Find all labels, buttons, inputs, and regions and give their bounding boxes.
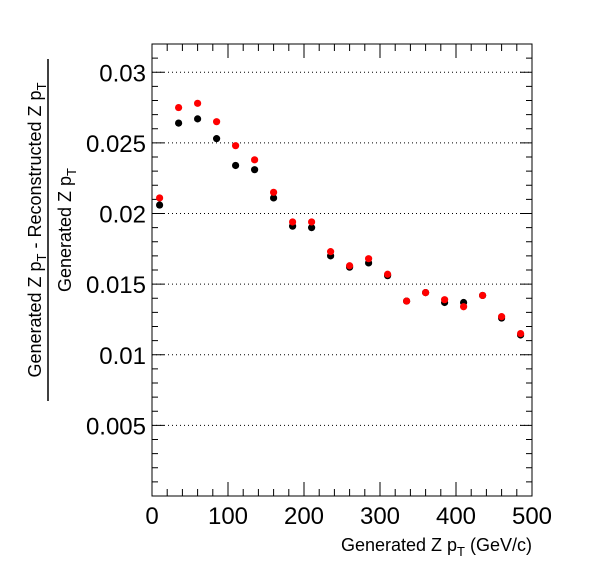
data-point bbox=[194, 99, 202, 107]
data-point bbox=[156, 201, 164, 209]
y-tick-label: 0.015 bbox=[86, 272, 146, 299]
axis-ticks bbox=[151, 43, 533, 496]
data-point bbox=[517, 329, 525, 338]
data-point bbox=[213, 135, 221, 143]
x-tick-label: 300 bbox=[360, 503, 400, 530]
y-tick-label: 0.025 bbox=[86, 131, 146, 158]
tick-labels: 0.005 0.01 0.015 0.02 0.025 0.03 0 100 200 300 400… bbox=[86, 60, 552, 530]
data-point bbox=[270, 194, 278, 202]
data-point bbox=[403, 297, 411, 305]
y-tick-label: 0.01 bbox=[99, 343, 146, 370]
data-point bbox=[327, 248, 335, 256]
data-point bbox=[232, 161, 240, 170]
data-point bbox=[308, 224, 316, 232]
x-tick-label: 0 bbox=[145, 503, 158, 530]
data-point bbox=[175, 119, 183, 127]
data-point bbox=[346, 262, 354, 270]
data-point bbox=[365, 255, 373, 263]
data-point bbox=[251, 156, 259, 164]
x-tick-label: 500 bbox=[512, 503, 552, 530]
y-tick-label: 0.03 bbox=[99, 60, 146, 87]
data-point bbox=[308, 218, 316, 226]
x-tick-label: 400 bbox=[436, 503, 476, 530]
data-point bbox=[498, 313, 506, 321]
y-tick-label: 0.005 bbox=[86, 413, 146, 440]
data-point bbox=[479, 291, 487, 300]
data-point bbox=[194, 115, 202, 123]
data-point bbox=[213, 118, 221, 126]
data-point bbox=[156, 194, 164, 202]
data-point bbox=[289, 218, 297, 226]
data-point bbox=[175, 103, 183, 112]
data-point bbox=[384, 270, 392, 278]
data-point bbox=[232, 142, 240, 150]
x-tick-label: 100 bbox=[208, 503, 248, 530]
data-point bbox=[422, 289, 430, 297]
series-1 bbox=[156, 99, 525, 338]
data-points bbox=[156, 99, 525, 339]
data-point bbox=[441, 296, 449, 304]
y-tick-label: 0.02 bbox=[99, 202, 146, 229]
x-tick-label: 200 bbox=[284, 503, 324, 530]
data-point bbox=[251, 166, 259, 174]
data-point bbox=[270, 188, 278, 196]
data-point bbox=[460, 303, 468, 311]
grid-lines bbox=[152, 71, 532, 426]
